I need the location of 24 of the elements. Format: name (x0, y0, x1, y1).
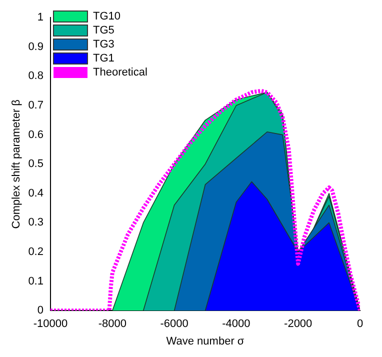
x-tick-label: -8000 (98, 318, 126, 330)
legend-label: TG1 (92, 52, 114, 65)
y-tick-label: 0.9 (28, 40, 44, 53)
y-tick-label: 1 (37, 12, 44, 24)
y-tick-label: 0.4 (28, 187, 44, 200)
legend-label: Theoretical (92, 66, 148, 79)
legend-label: TG3 (92, 38, 114, 51)
y-tick-label: 0 (37, 304, 44, 317)
x-tick-label: -2000 (284, 318, 312, 330)
y-tick-label: 0.6 (28, 128, 44, 141)
x-tick-label: -10000 (33, 318, 68, 330)
x-tick-label: 0 (356, 318, 364, 330)
y-tick-label: 0.7 (28, 100, 44, 112)
x-tick-label: -4000 (222, 318, 250, 330)
y-tick-label: 0.5 (28, 158, 44, 170)
y-tick-label: 0.8 (28, 70, 44, 82)
x-axis-title: Wave number σ (166, 335, 244, 348)
legend-label: TG10 (92, 10, 121, 23)
legend-label: TG5 (92, 24, 114, 37)
x-tick-label: -6000 (160, 318, 188, 330)
y-tick-label: 0.1 (28, 275, 44, 288)
y-tick-label: 0.3 (28, 216, 44, 229)
y-axis-title: Complex shift parameter β (10, 99, 23, 229)
y-tick-label: 0.2 (28, 246, 44, 258)
